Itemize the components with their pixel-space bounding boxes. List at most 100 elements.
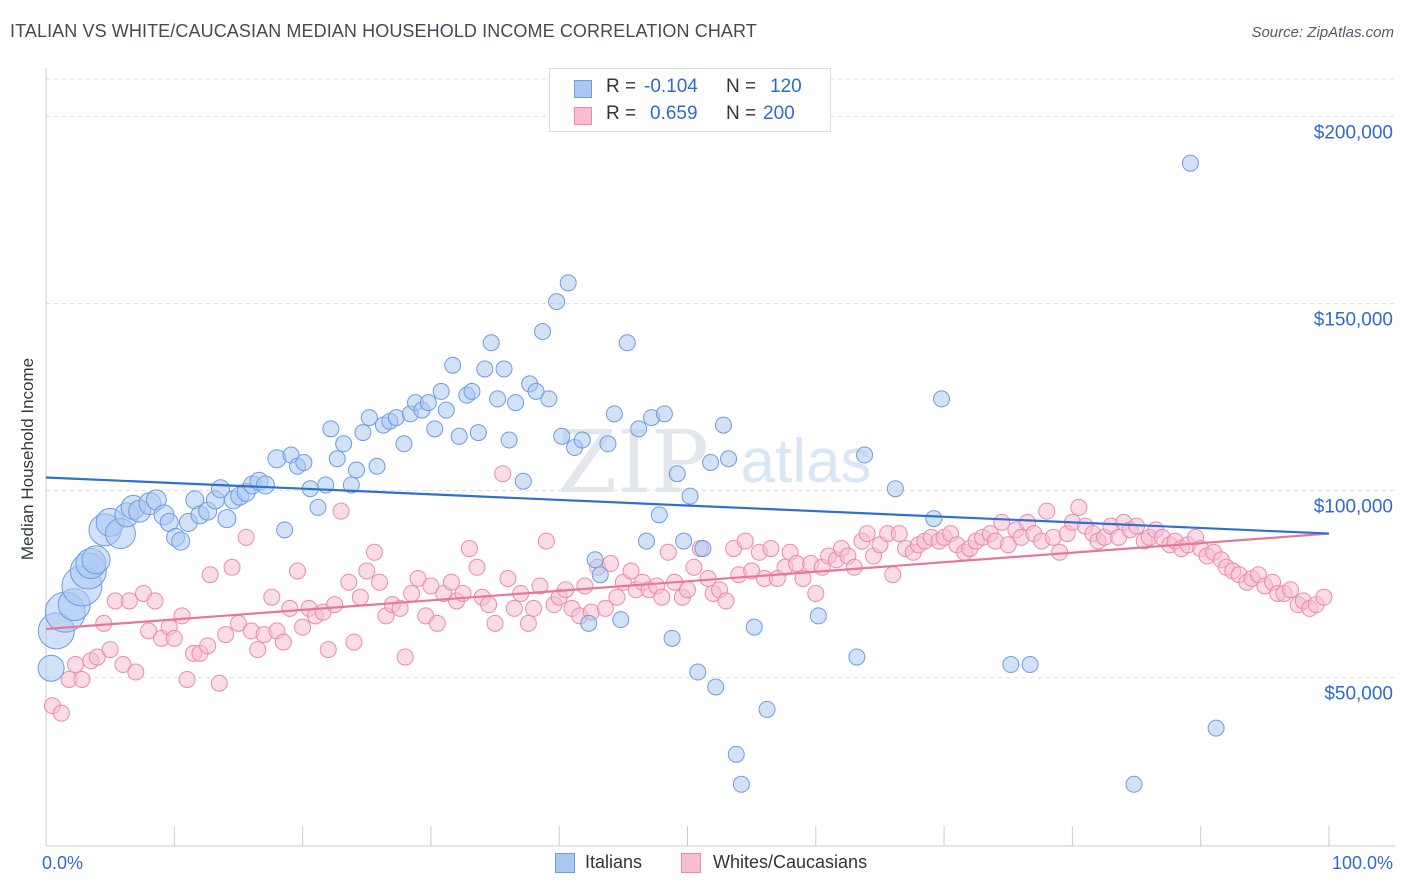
italians-point: [655, 405, 673, 423]
whites-point: [365, 543, 383, 561]
italians-point: [476, 360, 494, 378]
whites-point: [499, 569, 517, 587]
italians-point: [612, 611, 630, 629]
whites-point: [743, 562, 761, 580]
y-tick-label: $150,000: [1314, 309, 1393, 330]
italians-point: [732, 775, 750, 793]
italians-point: [37, 654, 65, 682]
italians-point: [681, 487, 699, 505]
whites-point: [685, 558, 703, 576]
italians-point: [933, 390, 951, 408]
whites-point: [659, 543, 677, 561]
whites-point: [736, 532, 754, 550]
italians-point: [450, 427, 468, 445]
whites-point: [596, 599, 614, 617]
whites-point: [281, 599, 299, 617]
whites-point: [1070, 498, 1088, 516]
italians-point: [335, 435, 353, 453]
source-credit: Source: ZipAtlas.com: [1251, 24, 1394, 41]
whites-point: [146, 592, 164, 610]
italians-point: [848, 648, 866, 666]
italians-point: [618, 334, 636, 352]
legend-r-label: R =: [606, 76, 637, 97]
whites-point: [422, 577, 440, 595]
italians-point: [347, 461, 365, 479]
italians-point: [540, 390, 558, 408]
whites-point: [120, 592, 138, 610]
whites-point: [396, 648, 414, 666]
italians-point: [637, 532, 655, 550]
italians-point: [650, 506, 668, 524]
italians-point: [689, 663, 707, 681]
italians-point: [553, 427, 571, 445]
whites-point: [807, 584, 825, 602]
bottom-legend-swatch-whites: [681, 853, 701, 873]
whites-point: [1315, 588, 1333, 606]
legend-n-value: 120: [770, 76, 802, 97]
x-tick-label-max: 100.0%: [1332, 853, 1393, 873]
italians-point: [1181, 154, 1199, 172]
italians-point: [328, 450, 346, 468]
correlation-legend: R = -0.104 N = 120 R = 0.659 N = 200: [549, 68, 831, 132]
whites-point: [890, 525, 908, 543]
whites-point: [762, 540, 780, 558]
italians-point: [171, 531, 191, 551]
whites-point: [622, 562, 640, 580]
whites-point: [1282, 581, 1300, 599]
italians-point: [309, 498, 327, 516]
whites-point: [884, 566, 902, 584]
whites-point: [525, 599, 543, 617]
italians-point: [630, 420, 648, 438]
whites-point: [845, 558, 863, 576]
whites-point: [391, 599, 409, 617]
italians-point: [714, 416, 732, 434]
italians-point: [514, 472, 532, 490]
legend-r-value: -0.104: [644, 76, 698, 97]
whites-point: [52, 704, 70, 722]
whites-point: [237, 528, 255, 546]
whites-point: [1044, 528, 1062, 546]
whites-point: [717, 592, 735, 610]
italians-point: [559, 274, 577, 292]
whites-point: [858, 525, 876, 543]
whites-point: [576, 577, 594, 595]
italians-point: [276, 521, 294, 539]
italians-point: [599, 435, 617, 453]
whites-point: [351, 588, 369, 606]
whites-point: [788, 555, 806, 573]
whites-point: [468, 558, 486, 576]
italians-point: [342, 476, 360, 494]
trend-lines: [45, 476, 1330, 631]
italians-point: [605, 405, 623, 423]
watermark: ZIP atlas: [557, 413, 871, 513]
whites-point: [340, 573, 358, 591]
whites-point: [345, 633, 363, 651]
italians-point: [1021, 656, 1039, 674]
italians-point: [573, 431, 591, 449]
whites-point: [319, 641, 337, 659]
whites-points: [43, 465, 1333, 722]
bottom-legend-swatch-italians: [555, 853, 575, 873]
whites-point: [263, 588, 281, 606]
italians-point: [395, 435, 413, 453]
whites-point: [608, 588, 626, 606]
y-tick-label: $100,000: [1314, 497, 1393, 518]
bottom-legend-label-whites: Whites/Caucasians: [713, 852, 868, 872]
italians-point: [925, 510, 943, 528]
legend-row-whites: R = 0.659 N = 200: [574, 102, 824, 128]
legend-r-label: R =: [606, 103, 637, 124]
italians-point: [426, 420, 444, 438]
italians-point: [469, 424, 487, 442]
italians-point: [489, 390, 507, 408]
italians-point: [534, 323, 552, 341]
whites-point: [371, 573, 389, 591]
whites-point: [201, 566, 219, 584]
whites-point: [217, 626, 235, 644]
italians-point: [758, 700, 776, 718]
whites-point: [794, 569, 812, 587]
italians-trend-line: [45, 476, 1330, 535]
whites-point: [519, 614, 537, 632]
whites-point: [537, 532, 555, 550]
italians-point: [354, 424, 372, 442]
